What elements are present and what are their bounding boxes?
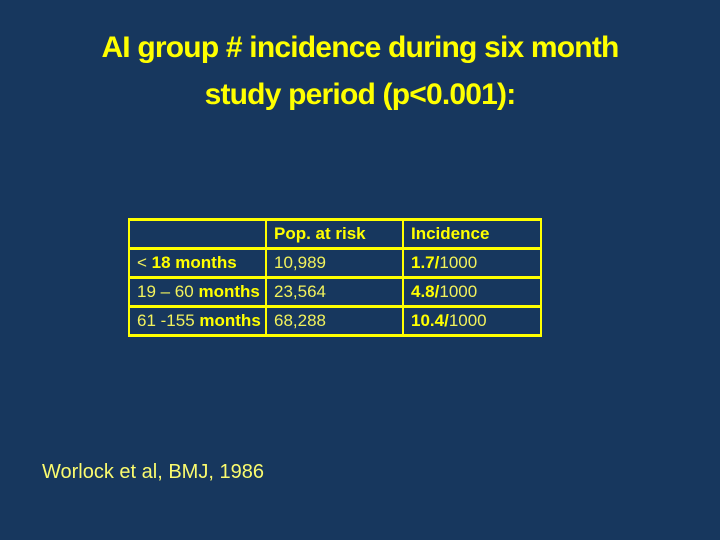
table-row: < 18 months 10,989 1.7/1000 [128, 247, 542, 279]
pop-at-risk-value: 23,564 [274, 282, 326, 301]
pop-at-risk-value: 68,288 [274, 311, 326, 330]
age-group-unit: months [199, 311, 261, 330]
slide-title: AI group # incidence during six month st… [0, 24, 720, 118]
table-header-row: Pop. at risk Incidence [128, 218, 542, 250]
incidence-cell: 1.7/1000 [402, 247, 542, 279]
age-group-unit: 18 months [151, 253, 237, 272]
incidence-cell: 4.8/1000 [402, 276, 542, 308]
incidence-denominator: 1000 [439, 253, 478, 272]
citation: Worlock et al, BMJ, 1986 [42, 461, 264, 483]
table-header-pop-at-risk: Pop. at risk [265, 218, 404, 250]
incidence-denominator: 1000 [448, 311, 487, 330]
age-group-unit: months [198, 282, 260, 301]
incidence-rate: 4.8/ [411, 282, 440, 301]
age-group-range: 61 -155 [137, 311, 200, 330]
age-group-cell: 19 – 60 months [128, 276, 267, 308]
pop-at-risk-cell: 10,989 [265, 247, 404, 279]
age-group-range: 19 – 60 [137, 282, 199, 301]
incidence-rate: 1.7/ [411, 253, 440, 272]
incidence-rate: 10.4/ [411, 311, 449, 330]
incidence-cell: 10.4/1000 [402, 305, 542, 337]
table-header-incidence: Incidence [402, 218, 542, 250]
table-row: 19 – 60 months 23,564 4.8/1000 [128, 276, 542, 308]
age-group-cell: < 18 months [128, 247, 267, 279]
incidence-denominator: 1000 [439, 282, 478, 301]
pop-at-risk-cell: 23,564 [265, 276, 404, 308]
pop-at-risk-value: 10,989 [274, 253, 326, 272]
table-row: 61 -155 months 68,288 10.4/1000 [128, 305, 542, 337]
age-group-cell: 61 -155 months [128, 305, 267, 337]
slide-title-line2: study period (p<0.001): [204, 78, 517, 111]
table-header-empty [128, 218, 267, 250]
slide-title-line1: AI group # incidence during six month [101, 31, 619, 64]
age-group-range: < [137, 253, 152, 272]
pop-at-risk-cell: 68,288 [265, 305, 404, 337]
incidence-table: Pop. at risk Incidence < 18 months 10,98… [128, 218, 542, 337]
